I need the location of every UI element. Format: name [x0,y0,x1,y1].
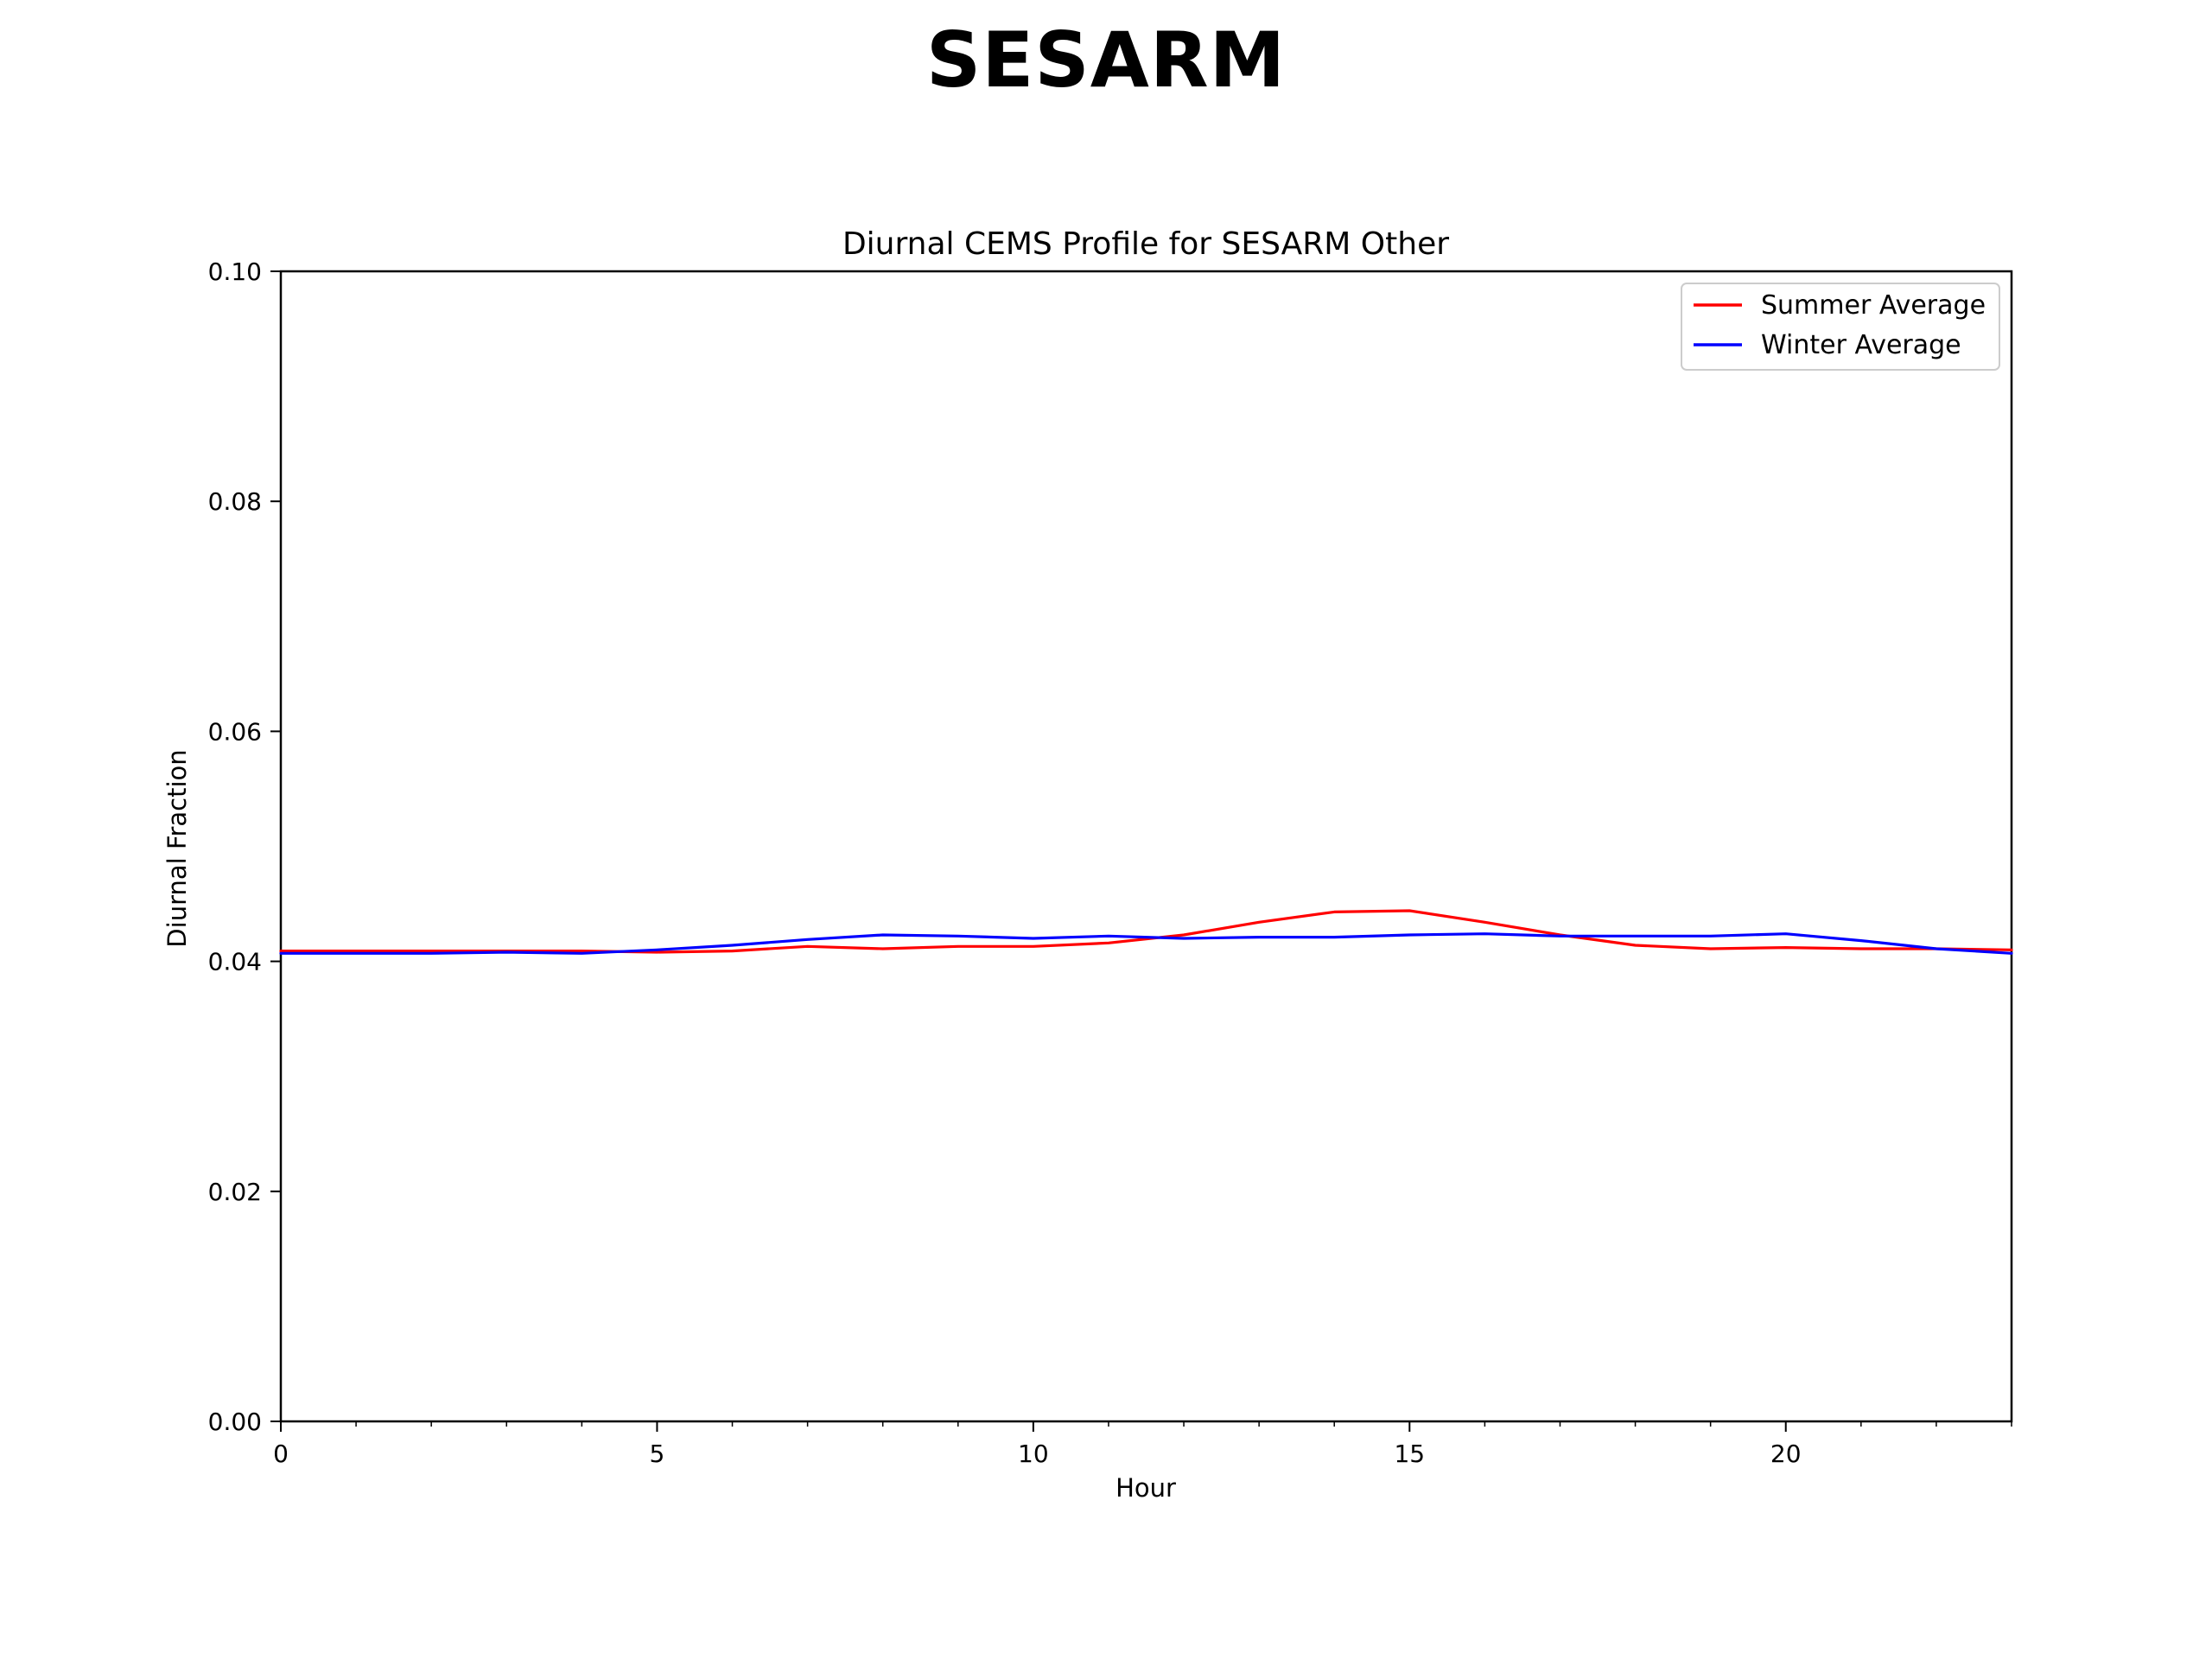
axis-ticks: 0 5 10 15 20 0.00 0.02 0.04 0.06 0.08 0.10 [208,257,2012,1468]
chart-title: Diurnal CEMS Profile for SESARM Other [842,226,1449,262]
y-tick-label: 0.10 [208,257,262,286]
series-lines [279,909,2013,955]
series-line-summer-average [279,909,2013,954]
legend-label: Winter Average [1761,330,1961,360]
series-line-winter-average [279,932,2013,955]
y-tick-label: 0.06 [208,717,262,746]
x-tick-label: 10 [1018,1440,1049,1468]
y-axis-label: Diurnal Fraction [162,749,192,947]
legend-label: Summer Average [1761,290,1986,321]
plot-area [279,270,2013,1423]
y-tick-label: 0.08 [208,487,262,516]
x-tick-label: 5 [650,1440,665,1468]
x-tick-label: 15 [1394,1440,1425,1468]
slide-title: SESARM [925,16,1287,105]
legend-box [1681,283,2000,371]
y-tick-label: 0.04 [208,948,262,976]
y-tick-label: 0.02 [208,1178,262,1206]
x-tick-label: 20 [1770,1440,1802,1468]
legend: Summer Average Winter Average [1681,283,2000,371]
y-tick-label: 0.00 [208,1408,262,1436]
x-axis-label: Hour [1116,1473,1176,1503]
x-tick-label: 0 [273,1440,289,1468]
plot-frame [279,270,2013,1423]
